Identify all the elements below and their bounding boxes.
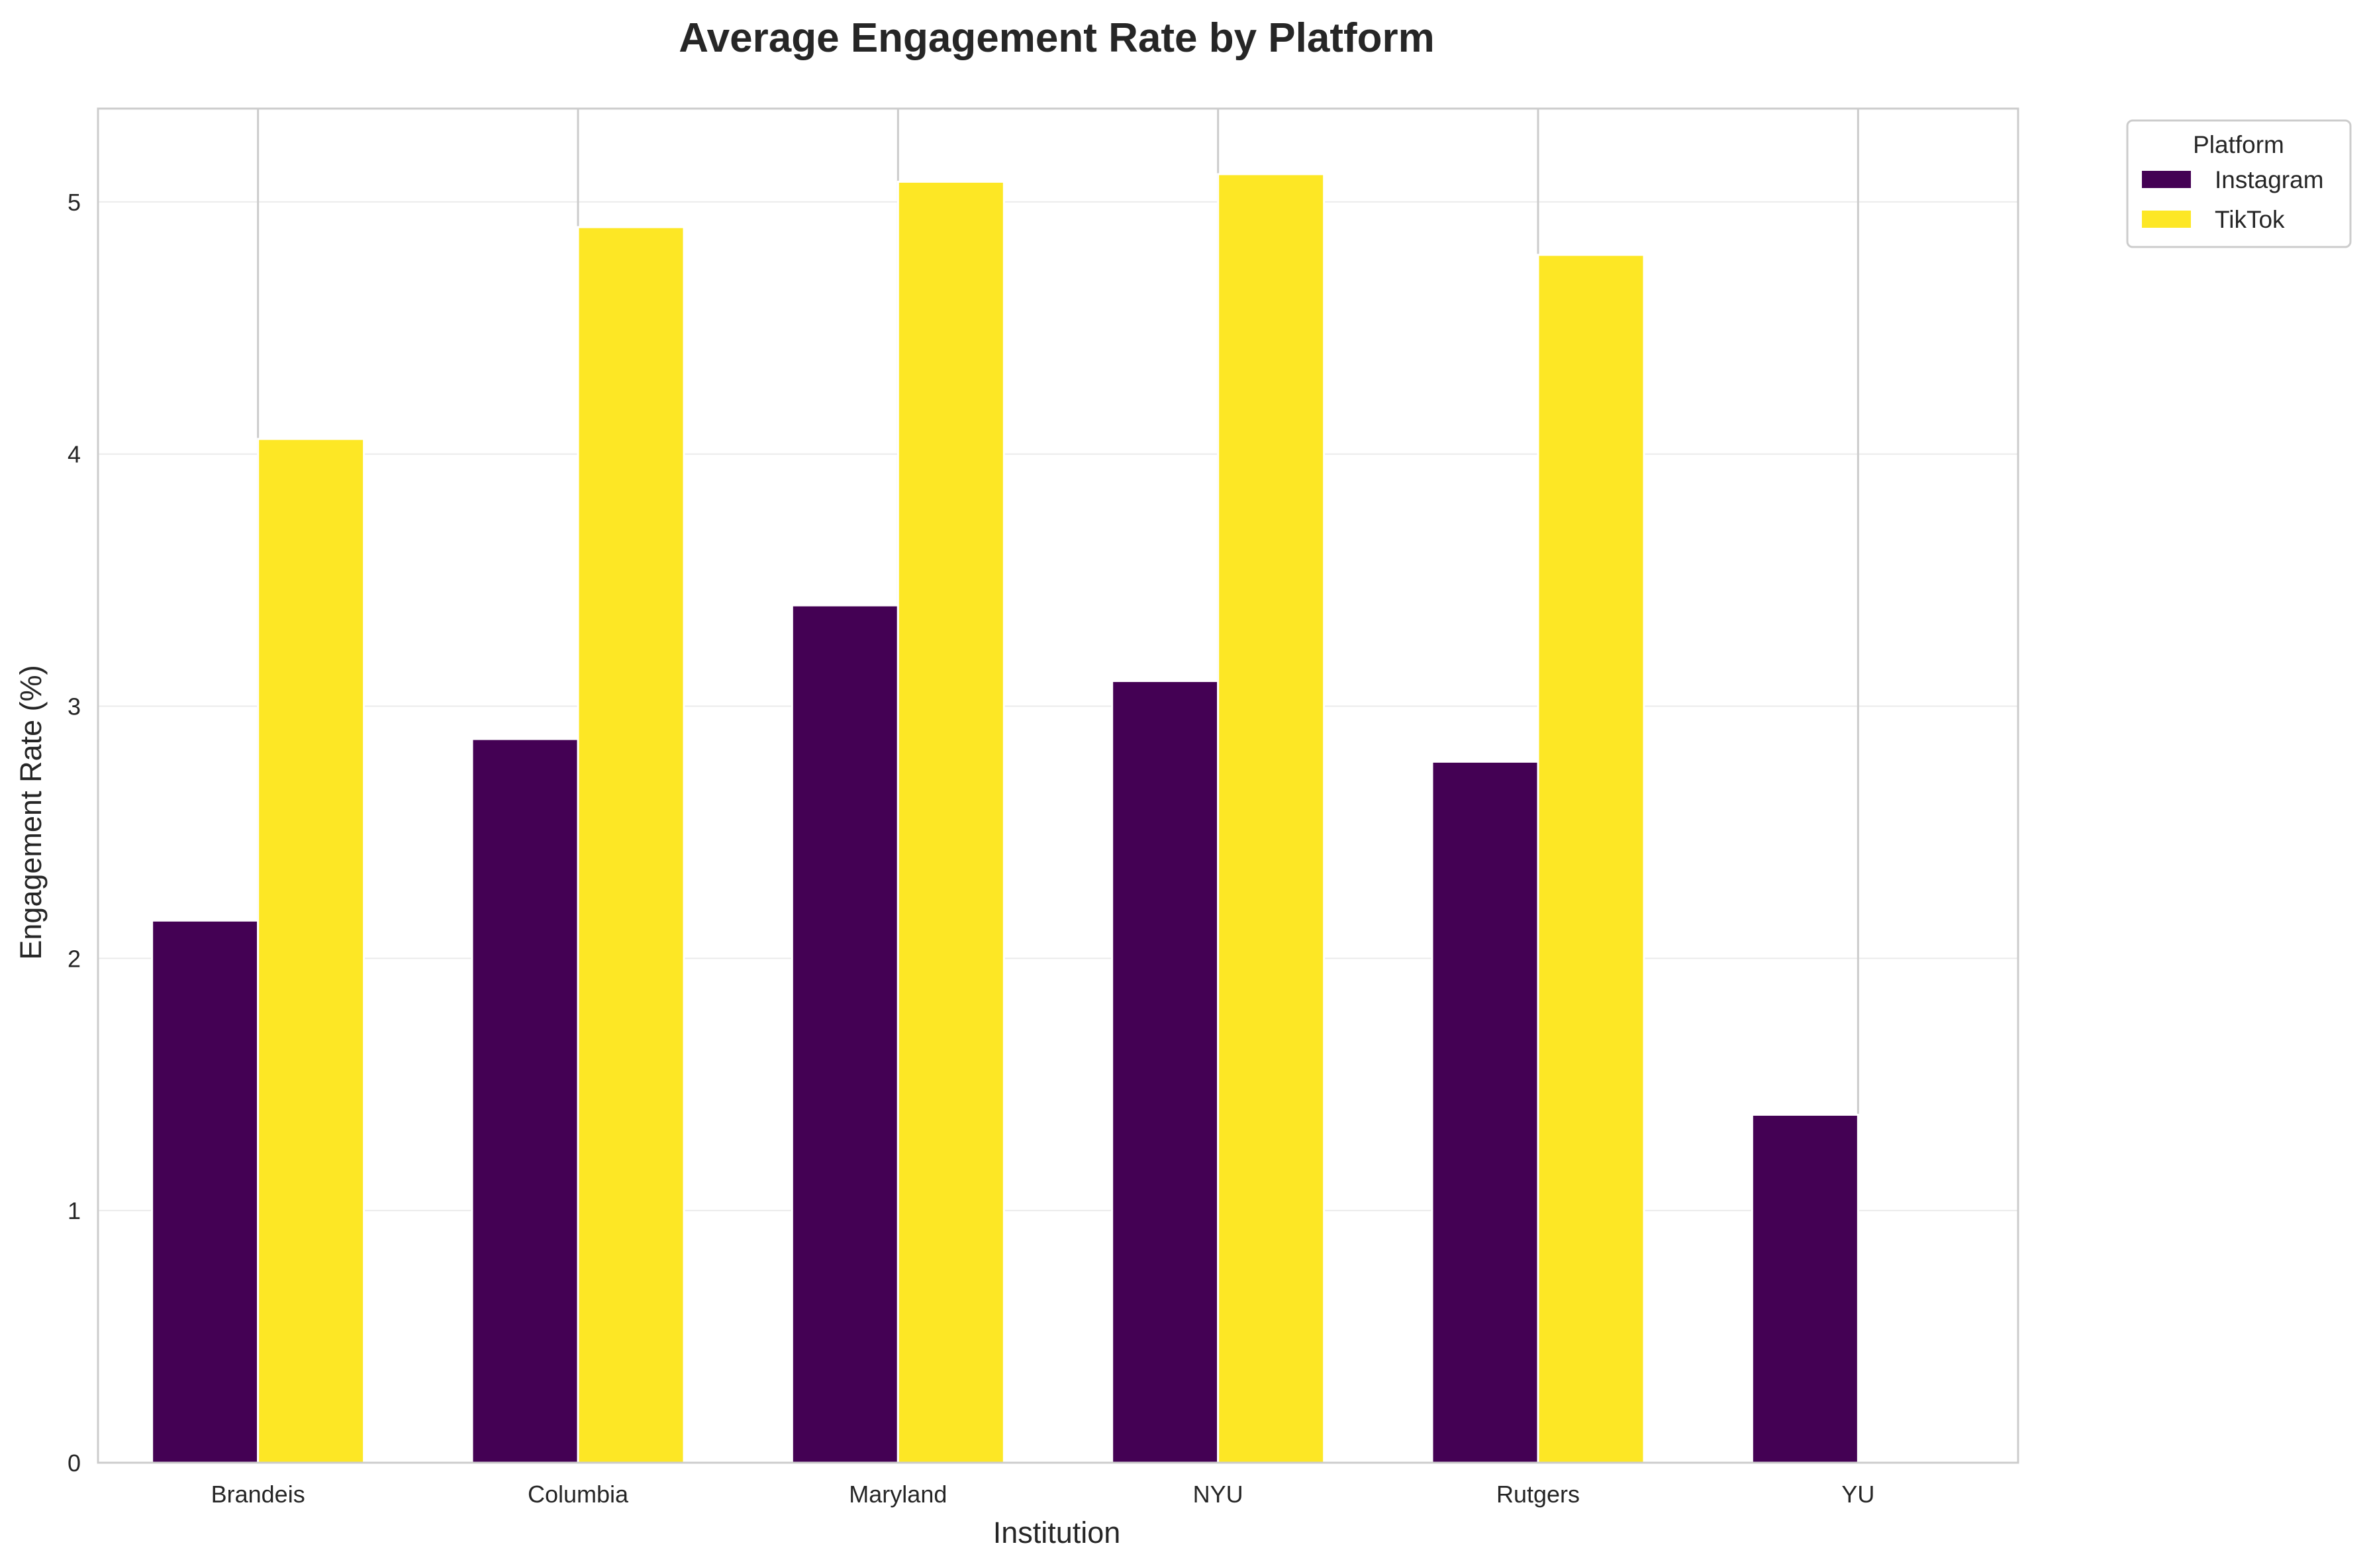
plot-area: 0 1 2 3 4 5 Brandeis Columbia Maryland NYU Rutger… — [68, 107, 2019, 1508]
y-tick-label: 2 — [68, 945, 81, 972]
x-axis-label: Institution — [993, 1516, 1121, 1549]
y-axis-label: Engagement Rate (%) — [14, 665, 48, 959]
plot-background — [98, 109, 2018, 1463]
bars — [151, 173, 1859, 1464]
x-tick-label: Rutgers — [1496, 1481, 1580, 1508]
x-tick-labels: Brandeis Columbia Maryland NYU Rutgers YU — [211, 1481, 1875, 1508]
bar-instagram-columbia — [471, 738, 579, 1464]
legend-swatch-tiktok — [2142, 211, 2191, 228]
plot-frame — [97, 107, 2019, 1464]
x-tick-label: YU — [1841, 1481, 1874, 1508]
bar-instagram-yu — [1751, 1113, 1859, 1464]
x-tick-label: Columbia — [528, 1481, 629, 1508]
y-tick-label: 0 — [68, 1449, 81, 1477]
bar-instagram-nyu — [1111, 679, 1220, 1464]
x-tick-label: Maryland — [849, 1481, 947, 1508]
bar-tiktok-brandeis — [257, 438, 365, 1464]
legend-swatch-instagram — [2142, 171, 2191, 188]
bar-tiktok-rutgers — [1537, 254, 1645, 1464]
bar-instagram-maryland — [791, 604, 899, 1464]
bar-tiktok-nyu — [1217, 173, 1326, 1464]
y-tick-labels: 0 1 2 3 4 5 — [68, 189, 81, 1477]
bar-tiktok-columbia — [577, 226, 685, 1464]
legend-items: Instagram TikTok — [2142, 166, 2324, 233]
y-tick-label: 1 — [68, 1197, 81, 1224]
y-tick-label: 3 — [68, 693, 81, 720]
y-tick-label: 5 — [68, 189, 81, 216]
legend-label-instagram: Instagram — [2215, 166, 2324, 193]
y-tick-label: 4 — [68, 441, 81, 468]
bar-instagram-brandeis — [151, 919, 260, 1464]
chart-title: Average Engagement Rate by Platform — [679, 15, 1435, 61]
bar-tiktok-maryland — [896, 180, 1005, 1464]
legend: Platform Instagram TikTok — [2126, 119, 2352, 248]
x-tick-label: NYU — [1193, 1481, 1243, 1508]
legend-label-tiktok: TikTok — [2215, 206, 2285, 233]
bar-instagram-rutgers — [1431, 760, 1539, 1464]
legend-title: Platform — [2193, 131, 2284, 158]
x-tick-label: Brandeis — [211, 1481, 305, 1508]
